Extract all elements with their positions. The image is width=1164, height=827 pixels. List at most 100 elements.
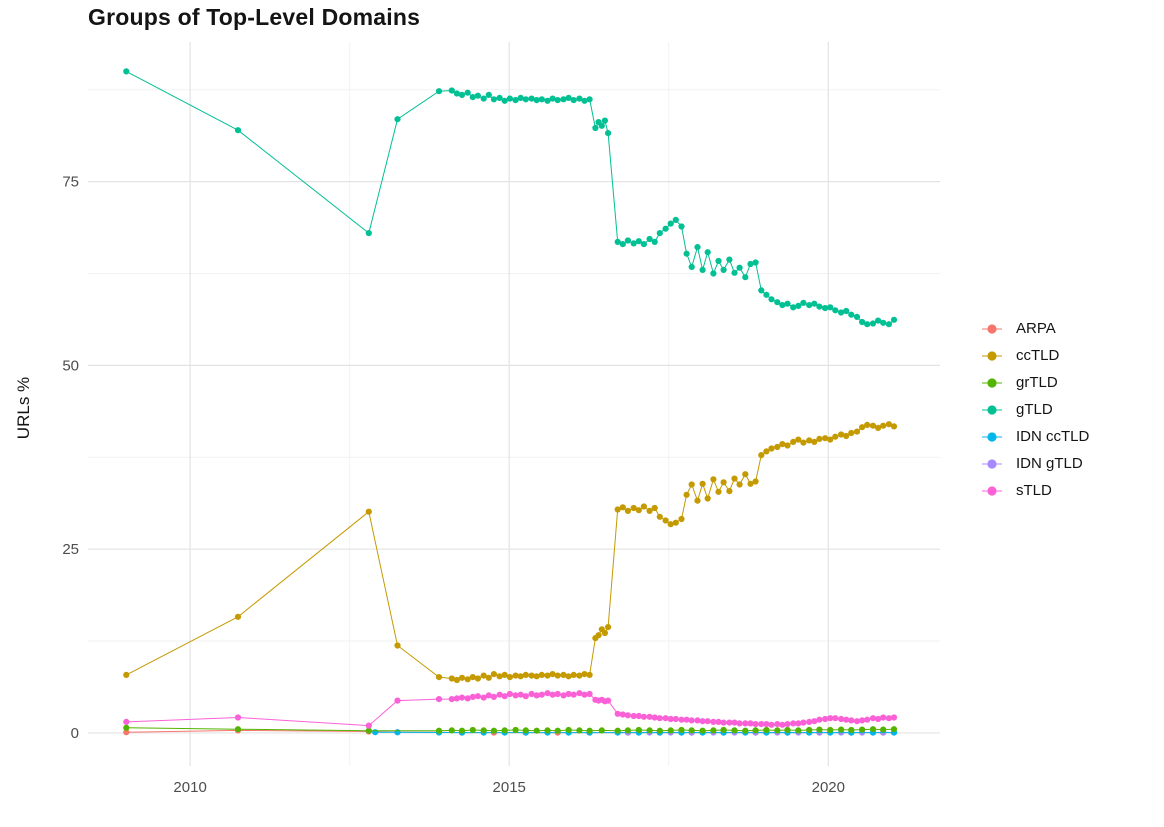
series-point-grtld	[576, 727, 583, 734]
series-point-grtld	[512, 726, 519, 734]
series-point-stld	[678, 716, 685, 723]
series-point-grtld	[533, 727, 540, 734]
series-point-grtld	[656, 727, 663, 734]
series-point-cctld	[469, 674, 476, 681]
series-point-cctld	[667, 521, 674, 528]
series-point-grtld	[880, 726, 887, 733]
series-point-cctld	[560, 671, 567, 679]
series-point-gtld	[880, 319, 887, 326]
series-point-cctld	[549, 671, 556, 678]
y-tick-label: 75	[62, 174, 79, 191]
series-point-grtld	[827, 726, 834, 734]
y-tick-label: 50	[62, 357, 79, 374]
series-point-cctld	[522, 671, 529, 679]
series-point-stld	[630, 712, 637, 720]
series-point-cctld	[774, 443, 781, 451]
series-point-cctld	[779, 441, 786, 448]
series-point-gtld	[678, 223, 685, 230]
series-point-gtld	[123, 68, 130, 75]
series-point-stld	[710, 718, 717, 726]
series-point-stld	[763, 721, 770, 728]
series-point-stld	[832, 715, 839, 722]
series-point-stld	[715, 718, 722, 726]
series-point-cctld	[699, 480, 706, 487]
series-point-gtld	[601, 117, 609, 124]
series-point-gtld	[474, 92, 481, 99]
series-point-grtld	[624, 727, 632, 734]
series-point-grtld	[859, 726, 866, 733]
legend-item-idn-cctld: IDN ccTLD	[980, 428, 1089, 445]
series-point-cctld	[864, 421, 871, 428]
series-point-cctld	[635, 507, 642, 514]
series-point-grtld	[667, 727, 674, 734]
series-point-cctld	[595, 632, 602, 639]
series-point-cctld	[736, 481, 743, 488]
series-point-grtld	[699, 727, 706, 734]
legend-item-idn-gtld: IDN gTLD	[980, 455, 1089, 472]
series-point-idn-cctld	[394, 729, 401, 736]
series-point-cctld	[485, 674, 492, 681]
series-point-gtld	[592, 124, 599, 132]
series-point-gtld	[869, 320, 877, 327]
series-point-stld	[742, 720, 749, 727]
series-point-stld	[533, 692, 540, 699]
series-point-stld	[838, 715, 845, 723]
series-point-gtld	[694, 244, 701, 251]
series-point-stld	[586, 690, 593, 698]
series-point-grtld	[784, 726, 791, 734]
series-point-gtld	[864, 321, 871, 328]
series-point-stld	[843, 716, 850, 723]
series-point-grtld	[480, 727, 487, 734]
series-point-stld	[474, 693, 481, 700]
series-point-stld	[549, 691, 556, 698]
series-point-grtld	[710, 727, 717, 734]
series-point-gtld	[581, 97, 588, 104]
legend-label: IDN ccTLD	[1016, 428, 1090, 445]
series-point-grtld	[838, 726, 845, 733]
series-point-gtld	[365, 230, 372, 237]
series-point-cctld	[859, 424, 866, 431]
series-point-stld	[496, 691, 503, 698]
series-point-grtld	[123, 724, 130, 731]
series-point-cctld	[710, 476, 717, 483]
series-point-stld	[490, 693, 497, 701]
series-point-grtld	[646, 727, 653, 734]
legend-key-icon	[980, 456, 1004, 472]
series-point-cctld	[394, 642, 401, 649]
series-point-stld	[485, 692, 492, 699]
series-point-cctld	[544, 672, 551, 679]
series-point-cctld	[570, 671, 577, 679]
series-point-cctld	[822, 435, 829, 442]
series-point-stld	[774, 721, 781, 728]
series-point-grtld	[544, 727, 551, 734]
legend-key-icon	[980, 348, 1004, 364]
series-point-stld	[683, 716, 690, 723]
series-point-gtld	[790, 304, 797, 311]
series-point-cctld	[605, 624, 612, 631]
series-point-stld	[448, 696, 455, 703]
series-point-stld	[614, 710, 621, 717]
series-point-gtld	[656, 230, 663, 237]
series-point-gtld	[624, 237, 632, 244]
series-point-cctld	[694, 497, 701, 504]
series-point-gtld	[800, 299, 807, 306]
series-point-gtld	[752, 259, 759, 266]
series-point-stld	[501, 693, 508, 700]
series-point-stld	[758, 721, 765, 728]
series-point-gtld	[522, 96, 529, 103]
series-point-cctld	[790, 438, 797, 445]
series-point-cctld	[731, 475, 738, 482]
series-point-gtld	[496, 94, 503, 101]
series-point-cctld	[554, 672, 561, 679]
series-point-stld	[624, 712, 632, 719]
series-line-cctld	[126, 423, 895, 681]
series-point-stld	[480, 694, 487, 701]
series-point-gtld	[710, 270, 717, 277]
series-point-gtld	[885, 321, 893, 328]
series-point-gtld	[528, 95, 535, 102]
series-point-gtld	[485, 91, 492, 98]
series-point-cctld	[538, 671, 545, 679]
series-point-stld	[795, 720, 802, 727]
series-point-gtld	[435, 88, 443, 95]
series-point-stld	[864, 716, 871, 723]
